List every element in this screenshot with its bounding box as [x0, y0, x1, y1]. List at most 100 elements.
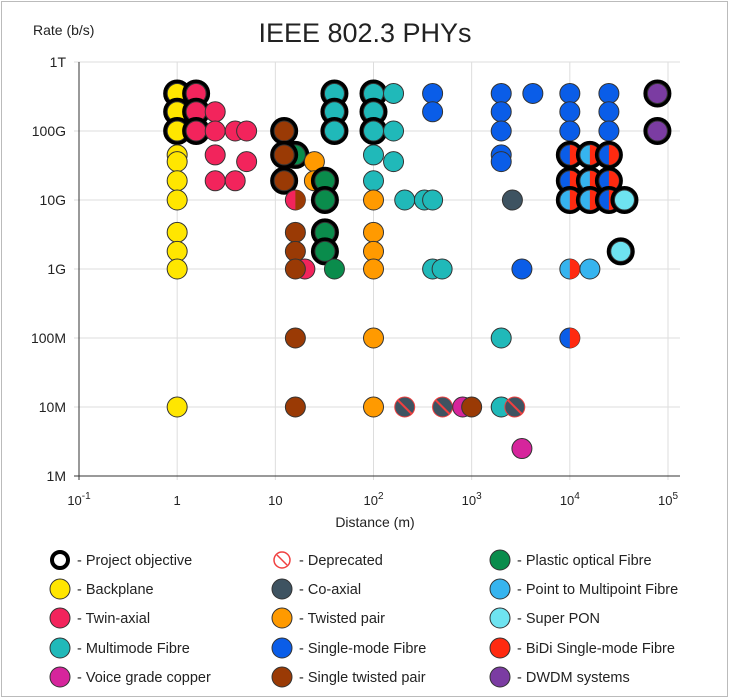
- point-fill: [363, 189, 384, 211]
- legend-label: - DWDM systems: [517, 670, 630, 686]
- point-fill: [166, 396, 188, 418]
- data-point: [166, 258, 188, 280]
- legend-item-mmf: - Multimode Fibre: [49, 637, 190, 659]
- legend-item-p2mp: - Point to Multipoint Fibre: [489, 578, 678, 600]
- smf-icon: [271, 637, 293, 659]
- data-point: [422, 101, 444, 123]
- data-point: [204, 170, 226, 192]
- point-fill: [598, 101, 620, 123]
- point-fill: [273, 170, 295, 192]
- legend-item-objective: - Project objective: [50, 550, 192, 570]
- data-point: [490, 82, 512, 104]
- point-fill: [461, 396, 483, 418]
- point-fill: [204, 101, 226, 123]
- data-point: [490, 327, 512, 349]
- y-tick-label: 100M: [31, 330, 66, 346]
- data-point: [432, 396, 454, 418]
- data-point: [643, 79, 672, 108]
- data-point: [363, 240, 384, 262]
- point-fill: [323, 120, 345, 142]
- data-point: [511, 438, 533, 460]
- data-point: [270, 166, 299, 195]
- data-point: [383, 82, 405, 104]
- x-tick-label: 102: [363, 491, 383, 508]
- point-half: [608, 170, 619, 191]
- point-fill: [490, 151, 512, 173]
- point-half: [569, 259, 580, 279]
- data-point: [224, 170, 246, 192]
- point-fill: [166, 170, 188, 192]
- x-tick-label: 104: [560, 491, 580, 508]
- data-point: [559, 101, 581, 123]
- point-fill: [501, 189, 523, 211]
- point-fill: [236, 151, 258, 173]
- legend-item-voice: - Voice grade copper: [49, 666, 211, 688]
- legend-label: - BiDi Single-mode Fibre: [517, 641, 675, 657]
- point-fill: [598, 82, 620, 104]
- point-half: [569, 328, 580, 348]
- objective-ring: [310, 237, 339, 266]
- objective-ring: [270, 140, 299, 169]
- point-fill: [273, 144, 295, 166]
- point-fill: [363, 327, 384, 349]
- y-tick-label: 1T: [50, 54, 67, 70]
- data-point: [606, 237, 635, 266]
- data-point: [284, 189, 306, 211]
- data-point: [236, 120, 258, 142]
- data-point: [310, 186, 339, 214]
- data-point: [359, 117, 388, 145]
- tp-icon: [271, 607, 293, 629]
- legend-item-stp: - Single twisted pair: [271, 666, 426, 688]
- data-point: [579, 258, 601, 280]
- data-point: [166, 189, 188, 211]
- data-point: [422, 189, 444, 211]
- chart-title: IEEE 802.3 PHYs: [258, 18, 471, 48]
- data-point: [363, 396, 384, 418]
- data-point: [431, 258, 453, 280]
- mmf-icon: [49, 637, 71, 659]
- x-tick-label: 10-1: [67, 491, 91, 508]
- objective-ring: [643, 117, 672, 145]
- point-fill: [383, 82, 405, 104]
- point-fill: [166, 240, 188, 262]
- legend-label: - Plastic optical Fibre: [517, 553, 652, 569]
- legend-item-coax: - Co-axial: [271, 578, 361, 600]
- point-fill: [646, 120, 668, 142]
- x-tick-label: 1: [174, 493, 181, 508]
- point-fill: [284, 327, 306, 349]
- data-point: [166, 221, 188, 243]
- data-point: [522, 82, 544, 104]
- data-point: [461, 396, 483, 418]
- legend-label: - Single twisted pair: [299, 670, 426, 686]
- data-point: [166, 240, 188, 262]
- point-fill: [363, 120, 384, 142]
- point-fill: [422, 82, 444, 104]
- objective-ring: [594, 140, 623, 169]
- data-point: [511, 258, 533, 280]
- legend-item-backplane: - Backplane: [49, 578, 154, 600]
- y-tick-label: 100G: [32, 123, 66, 139]
- legend-label: - Twisted pair: [299, 611, 385, 627]
- deprecated-slash: [434, 399, 451, 415]
- data-point: [310, 237, 339, 266]
- data-point: [490, 101, 512, 123]
- data-point: [270, 117, 299, 145]
- legend-label: - Deprecated: [299, 553, 383, 569]
- point-fill: [363, 396, 384, 418]
- legend-item-smf: - Single-mode Fibre: [271, 637, 426, 659]
- stp-icon: [271, 666, 293, 688]
- data-point: [394, 396, 416, 418]
- point-fill: [273, 120, 295, 142]
- point-fill: [363, 144, 384, 166]
- point-fill: [204, 120, 226, 142]
- x-tick-label: 10: [268, 493, 282, 508]
- data-point: [284, 221, 306, 243]
- legend-item-deprecated: - Deprecated: [273, 551, 383, 569]
- point-fill: [490, 101, 512, 123]
- legend-item-twinax: - Twin-axial: [49, 607, 150, 629]
- point-fill: [363, 258, 384, 280]
- point-fill: [284, 240, 306, 262]
- point-fill: [613, 189, 635, 211]
